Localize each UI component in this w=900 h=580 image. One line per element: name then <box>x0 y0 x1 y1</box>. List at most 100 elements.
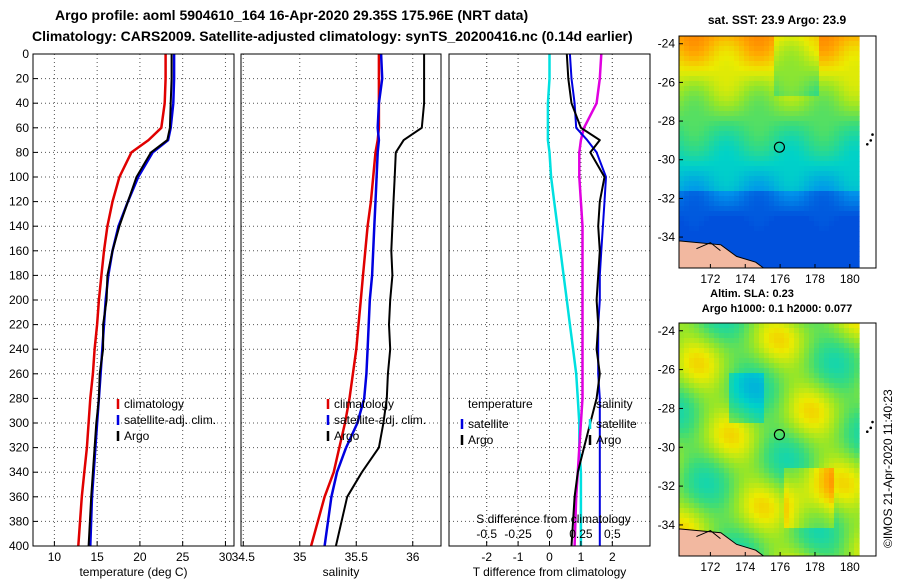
heatmap-cell <box>739 538 745 544</box>
heatmap-cell <box>759 368 765 374</box>
heatmap-cell <box>739 186 745 192</box>
heatmap-cell <box>744 333 750 339</box>
heatmap-cell <box>689 146 695 152</box>
heatmap-cell <box>744 408 750 414</box>
heatmap-cell <box>684 478 690 484</box>
heatmap-cell <box>829 353 835 359</box>
heatmap-cell <box>749 348 755 354</box>
heatmap-cell <box>759 543 765 549</box>
heatmap-cell <box>799 216 805 222</box>
heatmap-cell <box>824 443 830 449</box>
heatmap-cell <box>749 323 755 329</box>
heatmap-cell <box>854 473 860 479</box>
heatmap-cell <box>754 241 760 247</box>
heatmap-cell <box>779 393 785 399</box>
heatmap-cell <box>694 41 700 47</box>
heatmap-cell <box>854 478 860 484</box>
heatmap-cell <box>854 136 860 142</box>
heatmap-cell <box>719 353 725 359</box>
heatmap-cell <box>824 483 830 489</box>
heatmap-cell <box>729 478 735 484</box>
heatmap-cell <box>844 508 850 514</box>
heatmap-cell <box>729 236 735 242</box>
heatmap-cell <box>679 156 685 162</box>
heatmap-cell <box>714 136 720 142</box>
heatmap-cell <box>824 266 830 268</box>
heatmap-cell <box>724 428 730 434</box>
heatmap-cell <box>709 503 715 509</box>
heatmap-cell <box>749 166 755 172</box>
heatmap-cell <box>744 121 750 127</box>
heatmap-cell <box>824 236 830 242</box>
heatmap-cell <box>839 256 845 262</box>
heatmap-cell <box>829 186 835 192</box>
heatmap-cell <box>809 393 815 399</box>
heatmap-cell <box>794 458 800 464</box>
heatmap-cell <box>814 388 820 394</box>
heatmap-cell <box>819 86 825 92</box>
heatmap-cell <box>724 131 730 137</box>
heatmap-cell <box>684 106 690 112</box>
heatmap-cell <box>794 116 800 122</box>
heatmap-cell <box>839 76 845 82</box>
heatmap-cell <box>704 363 710 369</box>
heatmap-cell <box>834 548 840 554</box>
heatmap-cell <box>744 126 750 132</box>
heatmap-cell <box>714 458 720 464</box>
heatmap-cell <box>679 388 685 394</box>
heatmap-cell <box>724 46 730 52</box>
heatmap-cell <box>709 161 715 167</box>
heatmap-cell <box>799 126 805 132</box>
heatmap-cell <box>829 116 835 122</box>
heatmap-cell <box>749 508 755 514</box>
heatmap-cell <box>834 413 840 419</box>
heatmap-cell <box>799 111 805 117</box>
heatmap-cell <box>689 353 695 359</box>
heatmap-cell <box>754 373 760 379</box>
heatmap-cell <box>824 186 830 192</box>
heatmap-cell <box>794 146 800 152</box>
heatmap-cell <box>764 513 770 519</box>
heatmap-cell <box>819 418 825 424</box>
heatmap-cell <box>744 206 750 212</box>
heatmap-cell <box>774 328 780 334</box>
heatmap-cell <box>709 91 715 97</box>
heatmap-cell <box>809 201 815 207</box>
heatmap-cell <box>679 111 685 117</box>
heatmap-cell <box>824 403 830 409</box>
heatmap-cell <box>779 543 785 549</box>
x-tick-label: 180 <box>840 272 860 286</box>
heatmap-cell <box>784 478 790 484</box>
heatmap-cell <box>794 383 800 389</box>
heatmap-cell <box>784 176 790 182</box>
heatmap-cell <box>854 353 860 359</box>
heatmap-cell <box>854 553 860 556</box>
heatmap-cell <box>704 46 710 52</box>
heatmap-cell <box>699 333 705 339</box>
heatmap-cell <box>719 156 725 162</box>
heatmap-cell <box>734 508 740 514</box>
heatmap-cell <box>689 121 695 127</box>
heatmap-cell <box>744 483 750 489</box>
heatmap-cell <box>779 513 785 519</box>
heatmap-cell <box>759 141 765 147</box>
heatmap-cell <box>729 528 735 534</box>
heatmap-cell <box>844 518 850 524</box>
heatmap-cell <box>749 116 755 122</box>
heatmap-cell <box>729 181 735 187</box>
heatmap-cell <box>799 398 805 404</box>
heatmap-cell <box>814 363 820 369</box>
heatmap-cell <box>729 201 735 207</box>
heatmap-cell <box>709 221 715 227</box>
heatmap-cell <box>769 453 775 459</box>
heatmap-cell <box>779 453 785 459</box>
heatmap-cell <box>679 206 685 212</box>
heatmap-cell <box>794 206 800 212</box>
heatmap-cell <box>829 161 835 167</box>
heatmap-cell <box>759 503 765 509</box>
heatmap-cell <box>709 166 715 172</box>
heatmap-cell <box>839 196 845 202</box>
heatmap-cell <box>754 86 760 92</box>
heatmap-cell <box>809 126 815 132</box>
heatmap-cell <box>729 453 735 459</box>
